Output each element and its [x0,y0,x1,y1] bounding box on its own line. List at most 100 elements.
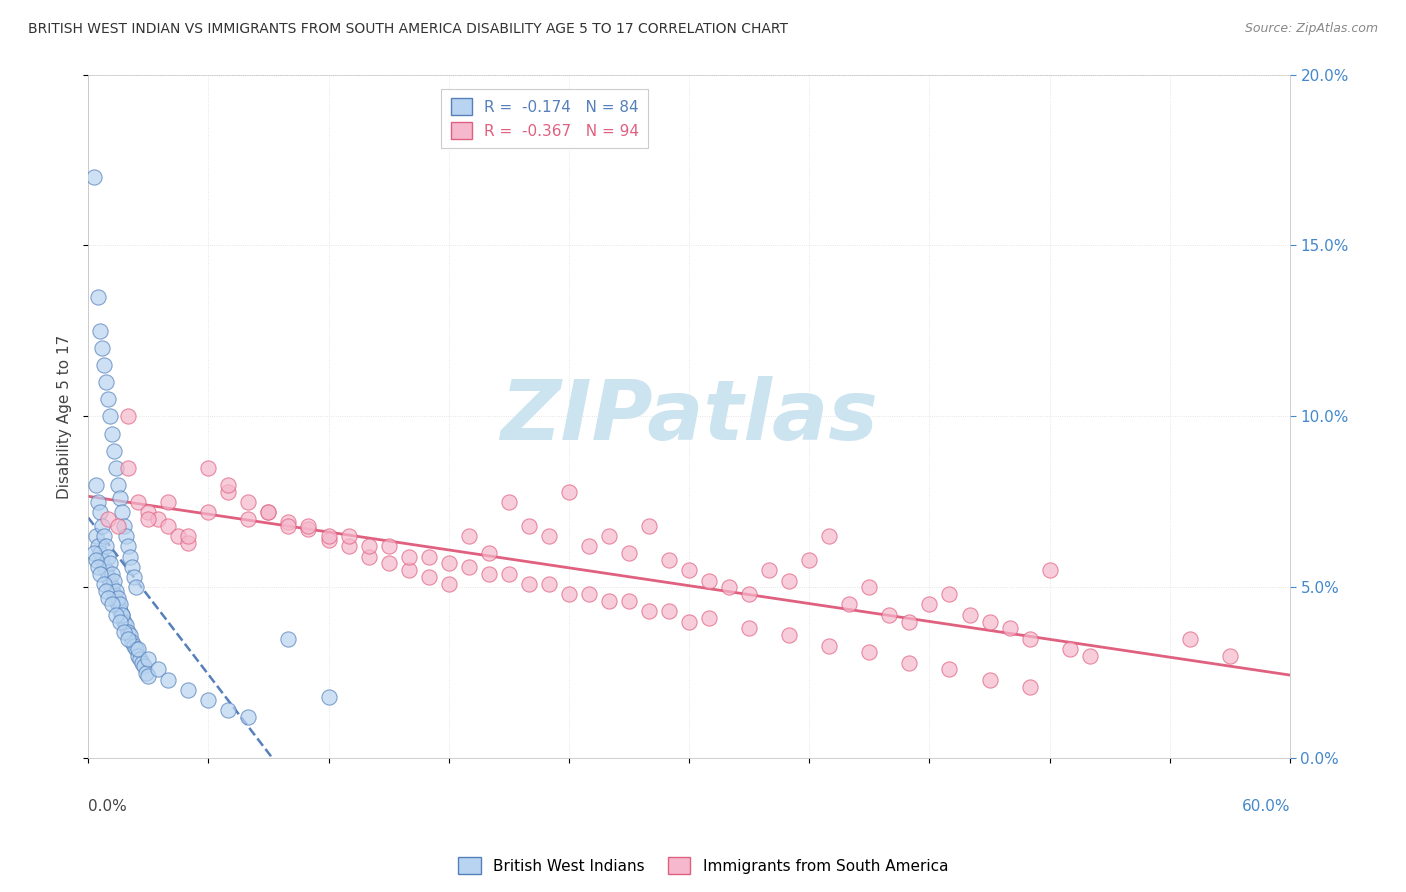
Point [108,604,131,618]
Point [148,663,170,677]
Point [117,409,139,424]
Point [105,460,128,475]
Text: 0.0%: 0.0% [89,799,127,814]
Point [108,598,131,612]
Point [167,529,190,543]
Point [238,710,260,724]
Point [83,170,105,185]
Point [979,673,1001,687]
Point [96,376,118,390]
Point [998,622,1021,636]
Point [177,529,200,543]
Point [117,632,139,646]
Point [1039,563,1062,577]
Point [318,690,340,704]
Point [111,607,134,622]
Point [96,540,118,554]
Point [678,563,700,577]
Point [107,519,129,533]
Point [558,587,581,601]
Point [157,495,180,509]
Text: ZIPatlas: ZIPatlas [501,376,877,457]
Point [177,683,200,698]
Point [101,426,124,441]
Point [979,615,1001,629]
Point [658,604,681,618]
Point [121,560,143,574]
Point [101,566,124,581]
Point [377,557,399,571]
Point [1059,642,1081,657]
Point [105,583,128,598]
Point [799,553,821,567]
Point [105,607,128,622]
Point [87,495,110,509]
Point [157,519,180,533]
Point [122,570,145,584]
Point [337,529,360,543]
Point [418,570,440,584]
Point [103,587,125,601]
Point [87,290,110,304]
Point [84,553,107,567]
Point [98,577,121,591]
Point [115,529,138,543]
Point [738,622,761,636]
Point [697,574,720,588]
Point [959,607,981,622]
Point [437,557,460,571]
Point [84,529,107,543]
Point [418,549,440,564]
Point [858,581,880,595]
Point [97,570,120,584]
Point [197,460,219,475]
Point [122,639,145,653]
Point [136,652,159,666]
Point [217,484,239,499]
Point [217,478,239,492]
Point [457,560,479,574]
Point [238,495,260,509]
Point [398,563,420,577]
Point [93,560,115,574]
Point [718,581,741,595]
Point [108,491,131,506]
Point [98,409,121,424]
Point [105,594,128,608]
Point [107,598,129,612]
Point [103,443,125,458]
Point [136,512,159,526]
Point [478,546,501,560]
Point [297,519,319,533]
Point [121,635,143,649]
Point [738,587,761,601]
Point [115,618,138,632]
Point [127,642,149,657]
Point [136,669,159,683]
Point [257,505,280,519]
Point [177,536,200,550]
Legend: British West Indians, Immigrants from South America: British West Indians, Immigrants from So… [451,851,955,880]
Point [83,546,105,560]
Point [120,628,142,642]
Point [127,495,149,509]
Legend: R =  -0.174   N = 84, R =  -0.367   N = 94: R = -0.174 N = 84, R = -0.367 N = 94 [441,89,648,148]
Point [129,652,152,666]
Point [117,624,139,639]
Point [437,577,460,591]
Point [97,591,120,605]
Point [148,512,170,526]
Point [87,540,110,554]
Point [318,533,340,547]
Point [131,656,153,670]
Point [1178,632,1201,646]
Point [136,505,159,519]
Point [117,540,139,554]
Point [277,632,299,646]
Point [398,549,420,564]
Point [457,529,479,543]
Point [117,460,139,475]
Point [91,553,114,567]
Point [678,615,700,629]
Point [498,566,520,581]
